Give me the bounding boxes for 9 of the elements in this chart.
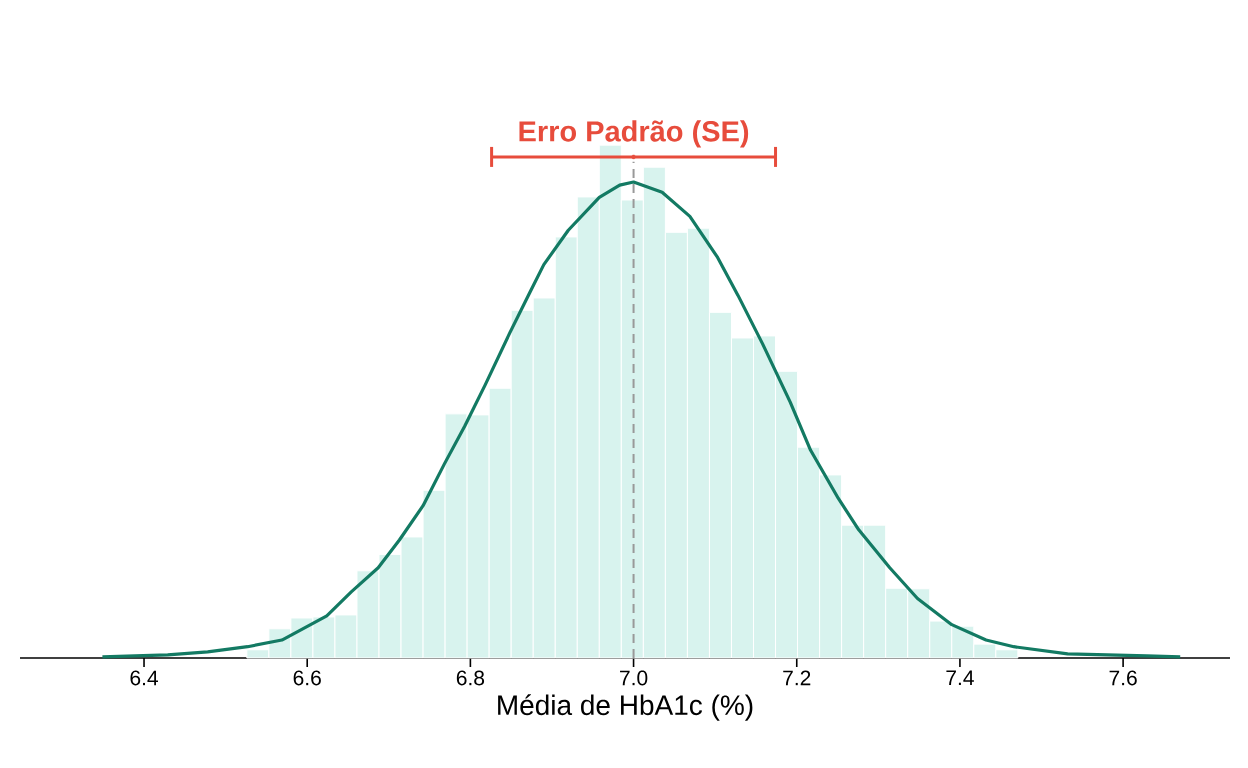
x-axis-title: Média de HbA1c (%) [498, 694, 753, 721]
x-tick-label: 6.4 [130, 670, 158, 686]
annotation: Erro Padrão (SE) [519, 120, 749, 148]
x-tick-label: 7.4 [946, 670, 974, 685]
x-tick-label: 7.0 [620, 670, 648, 686]
x-tick-label: 6.6 [293, 670, 321, 686]
x-tick-label: 6.8 [456, 670, 485, 686]
x-tick-label: 7.2 [783, 670, 811, 686]
x-tick-label: 7.6 [1109, 670, 1137, 686]
